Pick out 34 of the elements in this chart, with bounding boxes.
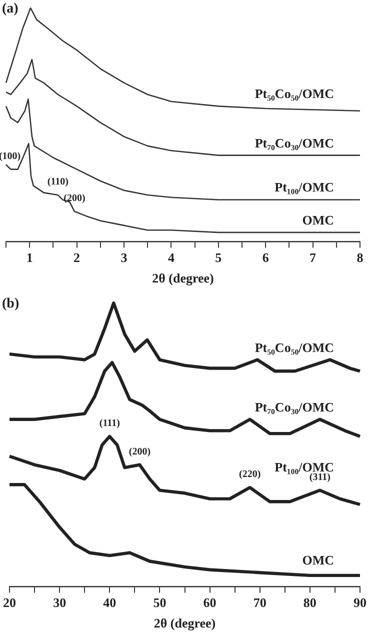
x-axis-title: 2θ (degree): [152, 270, 214, 286]
x-axis-title: 2θ (degree): [154, 616, 216, 631]
annotation: (200): [128, 446, 151, 458]
x-tick-label: 2: [74, 250, 80, 265]
chart-title: (a): [2, 2, 19, 17]
x-tick-label: 80: [303, 594, 316, 610]
series-label: Pt₁₀₀/OMC: [274, 459, 334, 474]
x-tick-label: 8: [356, 250, 364, 265]
x-tick-label: 70: [253, 594, 266, 610]
x-tick-label: 3: [120, 250, 128, 265]
annotation: (220): [239, 469, 261, 480]
series-label: Pt₇₀Co₃₀/OMC: [254, 399, 334, 414]
series-label: Pt₁₀₀/OMC: [274, 180, 334, 195]
x-tick-label: 50: [153, 594, 166, 610]
x-tick-label: 90: [354, 594, 366, 610]
chart-title: (b): [2, 296, 20, 312]
series-label: Pt₇₀Co₃₀/OMC: [254, 135, 334, 150]
x-tick-label: 7: [310, 250, 317, 265]
x-tick-label: 60: [203, 594, 216, 610]
annotation: (200): [64, 192, 86, 204]
series-label: Pt₅₀Co₅₀/OMC: [254, 340, 334, 355]
x-tick-label: 6: [262, 250, 270, 265]
series-label: OMC: [302, 212, 334, 228]
series-label: OMC: [302, 552, 334, 568]
annotation: (311): [309, 472, 330, 483]
series-label: Pt₅₀Co₅₀/OMC: [254, 86, 334, 102]
x-tick-label: 5: [215, 250, 222, 265]
annotation: (111): [99, 418, 120, 429]
x-tick-label: 20: [3, 594, 16, 610]
x-tick-label: 4: [168, 250, 175, 265]
x-tick-label: 1: [26, 250, 33, 265]
x-tick-label: 40: [103, 594, 116, 610]
annotation: (110): [47, 176, 68, 188]
x-tick-label: 30: [53, 594, 66, 610]
